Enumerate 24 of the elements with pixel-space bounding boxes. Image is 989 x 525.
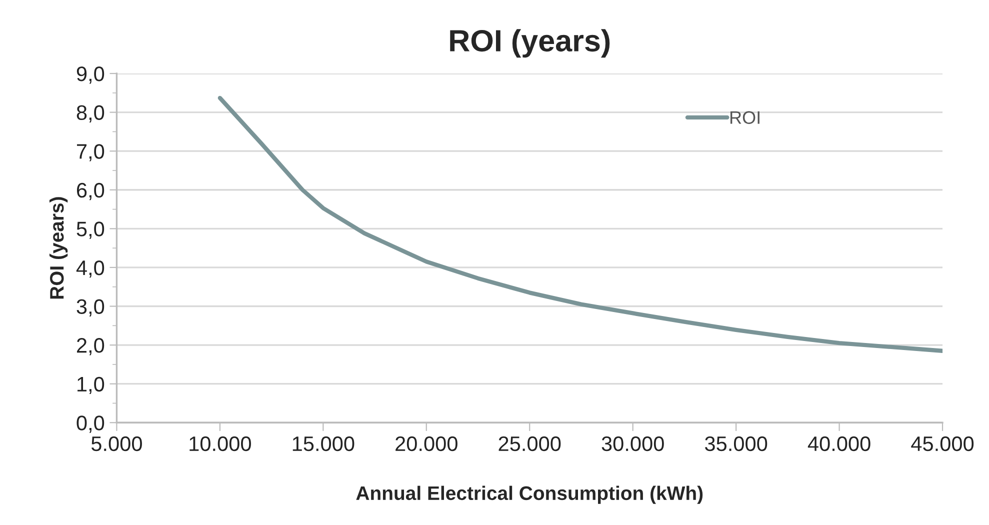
x-tick-label: 45.000 xyxy=(911,436,974,452)
y-tick-label: 2,0 xyxy=(76,338,104,356)
y-tick-label: 5,0 xyxy=(76,222,104,239)
x-axis-title: Annual Electrical Consumption (kWh) xyxy=(356,486,703,504)
x-tick-label: 20.000 xyxy=(396,436,458,452)
y-tick-label: 1,0 xyxy=(78,376,104,394)
y-tick-label: 4,0 xyxy=(76,260,104,278)
x-tick-label: 40.000 xyxy=(808,436,870,452)
y-tick-label: 0,0 xyxy=(76,416,104,433)
x-tick-label: 5.000 xyxy=(91,436,142,452)
x-tick-label: 10.000 xyxy=(190,436,251,452)
y-tick-label: 7,0 xyxy=(77,144,104,162)
x-tick-label: 35.000 xyxy=(705,436,768,452)
x-tick-label: 30.000 xyxy=(602,436,664,452)
y-tick-label: 9,0 xyxy=(76,66,104,84)
legend-label: ROI xyxy=(730,111,760,124)
chart-title: ROI (years) xyxy=(450,29,610,58)
y-tick-label: 6,0 xyxy=(76,182,104,200)
line-series xyxy=(218,96,943,353)
x-tick-label: 15.000 xyxy=(292,436,354,452)
y-axis-title: ROI (years) xyxy=(49,197,68,299)
y-tick-label: 3,0 xyxy=(76,299,104,316)
x-tick-label: 25.000 xyxy=(498,436,561,452)
y-tick-label: 8,0 xyxy=(76,105,104,123)
